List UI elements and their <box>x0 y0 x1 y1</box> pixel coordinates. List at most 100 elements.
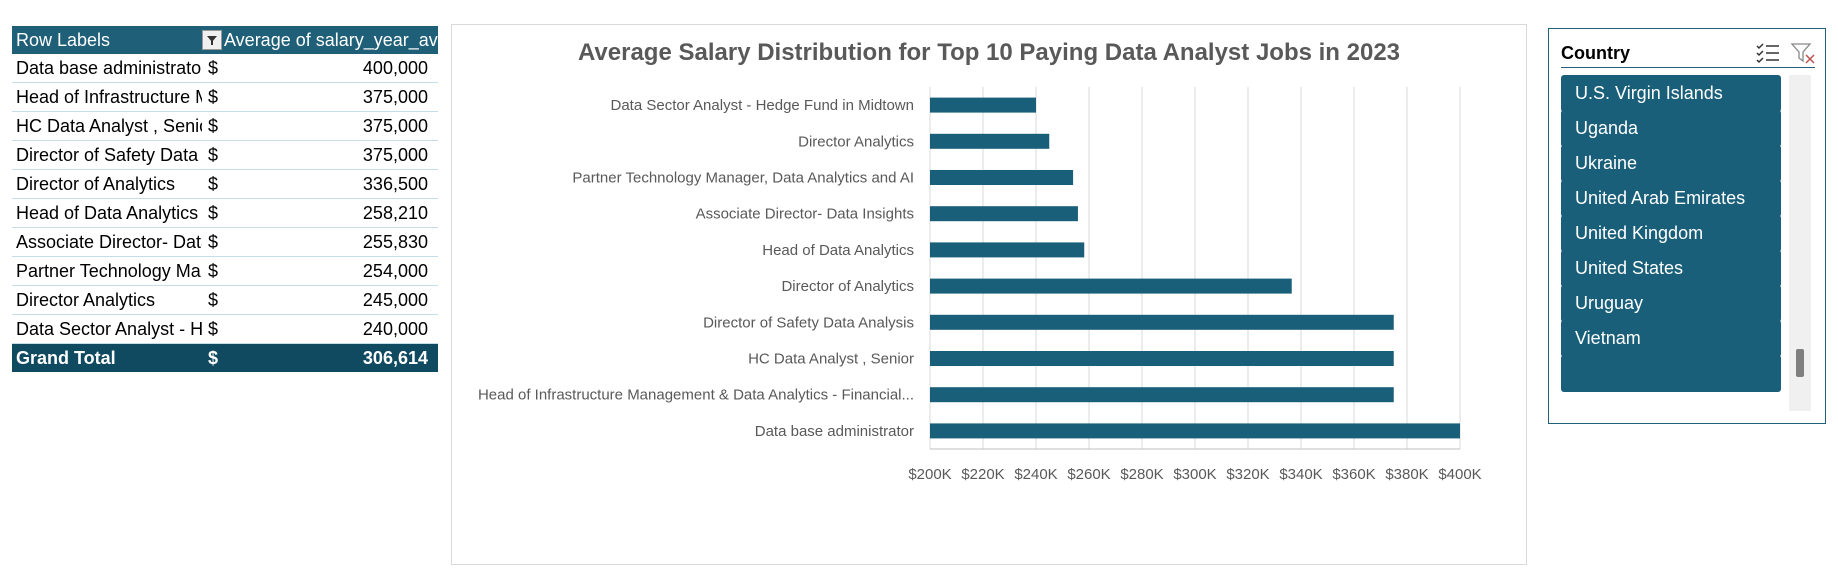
x-tick-label: $220K <box>961 466 1004 483</box>
grand-total-value: 306,614 <box>228 343 438 372</box>
x-tick-label: $320K <box>1226 466 1269 483</box>
slicer-title: Country <box>1561 43 1630 63</box>
bar-chart[interactable]: Average Salary Distribution for Top 10 P… <box>451 24 1527 565</box>
slicer-item[interactable]: Ukraine <box>1561 145 1781 182</box>
pivot-row[interactable]: Director Analytics $245,000 <box>12 285 438 315</box>
row-value: 245,000 <box>228 285 438 315</box>
y-category-label: Head of Infrastructure Management & Data… <box>478 387 914 404</box>
row-value: 375,000 <box>228 111 438 141</box>
bar[interactable] <box>930 242 1085 258</box>
row-label: Partner Technology Manager, Data Analyti… <box>12 256 202 286</box>
currency-symbol: $ <box>202 285 228 315</box>
currency-symbol: $ <box>202 314 228 344</box>
y-category-label: Director Analytics <box>798 133 914 150</box>
bar[interactable] <box>930 314 1394 330</box>
currency-symbol: $ <box>202 256 228 286</box>
pivot-row[interactable]: Data Sector Analyst - Hedge Fund in Midt… <box>12 314 438 344</box>
row-value: 375,000 <box>228 140 438 170</box>
slicer-item[interactable]: United Arab Emirates <box>1561 180 1781 217</box>
currency-symbol: $ <box>202 343 228 372</box>
x-tick-label: $380K <box>1385 466 1428 483</box>
slicer-header: Country <box>1561 39 1815 68</box>
pivot-row[interactable]: HC Data Analyst , Senior $375,000 <box>12 111 438 141</box>
row-value: 258,210 <box>228 198 438 228</box>
pivot-header-row: Row Labels Average of salary_year_avg <box>12 26 438 54</box>
x-tick-label: $340K <box>1279 466 1322 483</box>
pivot-table: Row Labels Average of salary_year_avg Da… <box>12 26 438 372</box>
value-header-label: Average of salary_year_avg <box>224 29 438 50</box>
slicer-item-list: U.S. Virgin Islands Uganda Ukraine United A… <box>1561 75 1783 411</box>
slicer-scrollbar[interactable] <box>1789 75 1811 411</box>
currency-symbol: $ <box>202 54 228 83</box>
currency-symbol: $ <box>202 227 228 257</box>
pivot-row[interactable]: Director of Analytics $336,500 <box>12 169 438 199</box>
y-category-label: Data Sector Analyst - Hedge Fund in Midt… <box>611 97 915 114</box>
row-labels-header[interactable]: Row Labels <box>12 26 202 54</box>
currency-symbol: $ <box>202 82 228 112</box>
x-tick-label: $300K <box>1173 466 1216 483</box>
row-value: 254,000 <box>228 256 438 286</box>
row-label: HC Data Analyst , Senior <box>12 111 202 141</box>
country-slicer[interactable]: Country U.S. Virgin Islands Uganda Ukraine… <box>1548 28 1826 424</box>
row-label: Director of Analytics <box>12 169 202 199</box>
x-tick-label: $260K <box>1067 466 1110 483</box>
pivot-row[interactable]: Director of Safety Data Analysis$375,000 <box>12 140 438 170</box>
row-value: 255,830 <box>228 227 438 257</box>
currency-symbol: $ <box>202 140 228 170</box>
row-label: Data base administrator <box>12 54 202 83</box>
bar[interactable] <box>930 97 1036 113</box>
y-category-label: Associate Director- Data Insights <box>696 206 914 223</box>
y-category-label: Data base administrator <box>755 423 914 440</box>
bar[interactable] <box>930 351 1394 366</box>
pivot-grand-total-row[interactable]: Grand Total $306,614 <box>12 343 438 372</box>
currency-symbol: $ <box>202 198 228 228</box>
row-value: 400,000 <box>228 54 438 83</box>
clear-filter-icon[interactable] <box>1790 41 1816 65</box>
bar[interactable] <box>930 278 1292 294</box>
slicer-item[interactable]: U.S. Virgin Islands <box>1561 75 1781 112</box>
row-label: Associate Director- Data Insights <box>12 227 202 257</box>
row-label: Data Sector Analyst - Hedge Fund in Midt… <box>12 314 202 344</box>
bar[interactable] <box>930 170 1074 185</box>
x-tick-label: $200K <box>908 466 951 483</box>
y-category-label: Partner Technology Manager, Data Analyti… <box>572 170 914 187</box>
row-label: Head of Infrastructure Management & Data… <box>12 82 202 112</box>
bar[interactable] <box>930 206 1078 222</box>
pivot-row[interactable]: Associate Director- Data Insights$255,83… <box>12 227 438 257</box>
pivot-row[interactable]: Head of Infrastructure Management & Data… <box>12 82 438 112</box>
row-label: Director of Safety Data Analysis <box>12 140 202 170</box>
chart-title: Average Salary Distribution for Top 10 P… <box>577 39 1401 66</box>
y-category-label: HC Data Analyst , Senior <box>748 351 914 368</box>
x-tick-label: $360K <box>1332 466 1375 483</box>
bar[interactable] <box>930 387 1394 403</box>
slicer-item[interactable]: United Kingdom <box>1561 215 1781 252</box>
slicer-item[interactable]: United States <box>1561 250 1781 287</box>
x-tick-label: $400K <box>1438 466 1481 483</box>
row-label: Director Analytics <box>12 285 202 315</box>
bar[interactable] <box>930 133 1050 149</box>
pivot-row[interactable]: Head of Data Analytics $258,210 <box>12 198 438 228</box>
multi-select-icon[interactable] <box>1755 41 1781 65</box>
slicer-item[interactable] <box>1561 355 1781 392</box>
bar[interactable] <box>930 423 1460 439</box>
y-category-label: Director of Analytics <box>781 278 914 295</box>
x-tick-label: $280K <box>1120 466 1163 483</box>
grand-total-label: Grand Total <box>12 343 202 372</box>
y-category-label: Head of Data Analytics <box>762 242 914 259</box>
filter-dropdown-icon[interactable] <box>202 30 222 51</box>
slicer-item[interactable]: Uruguay <box>1561 285 1781 322</box>
currency-symbol: $ <box>202 169 228 199</box>
value-header: Average of salary_year_avg <box>202 26 438 54</box>
chart-plot-area: $200K $220K $240K $260K $280K $300K $320K $340K… <box>478 87 1482 483</box>
pivot-row[interactable]: Partner Technology Manager, Data Analyti… <box>12 256 438 286</box>
slicer-item[interactable]: Uganda <box>1561 110 1781 147</box>
row-label: Head of Data Analytics <box>12 198 202 228</box>
row-value: 240,000 <box>228 314 438 344</box>
x-tick-label: $240K <box>1014 466 1057 483</box>
scrollbar-thumb[interactable] <box>1796 349 1804 377</box>
slicer-item[interactable]: Vietnam <box>1561 320 1781 357</box>
currency-symbol: $ <box>202 111 228 141</box>
pivot-row[interactable]: Data base administrator $400,000 <box>12 54 438 83</box>
row-value: 375,000 <box>228 82 438 112</box>
y-category-label: Director of Safety Data Analysis <box>703 314 914 331</box>
